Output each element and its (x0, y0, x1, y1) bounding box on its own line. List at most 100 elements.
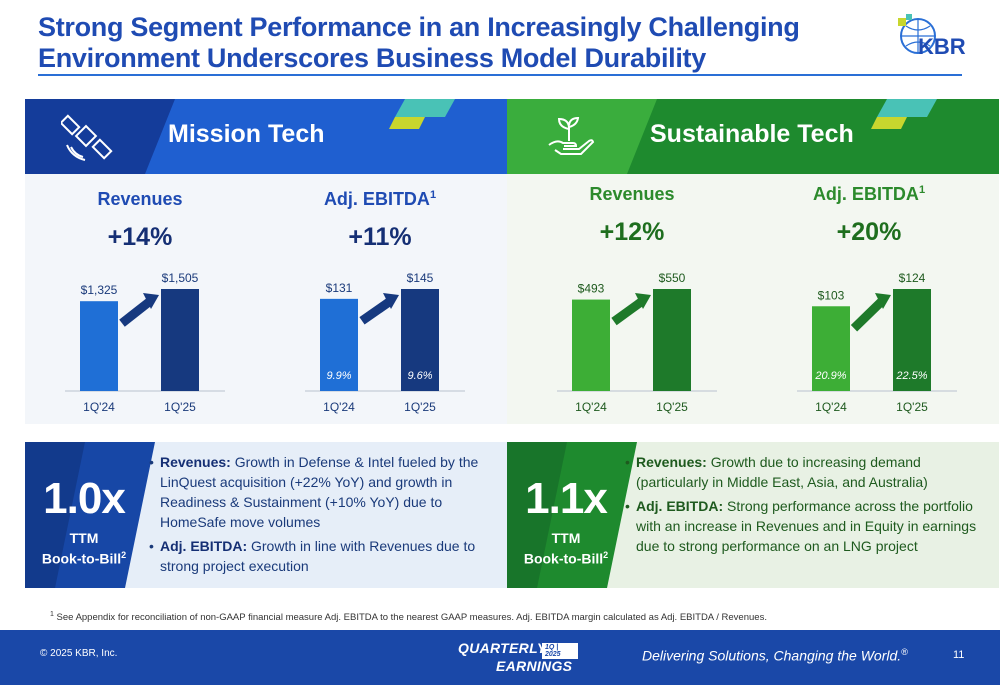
sustainable-ebitda-change: +20% (836, 218, 902, 246)
mission-revenues-label: Revenues (97, 189, 183, 209)
tagline: Delivering Solutions, Changing the World… (642, 647, 908, 664)
growth-arrow-icon (611, 293, 651, 326)
bar (80, 301, 118, 391)
tick-label: 1Q'25 (896, 400, 928, 414)
data-label: $1,325 (81, 283, 118, 297)
tick-label: 1Q'24 (815, 400, 847, 414)
title-line-1: Strong Segment Performance in an Increas… (38, 12, 800, 42)
mission-book-to-bill-value: 1.0x (43, 474, 126, 523)
sustainable-ebitda-chart: $103 1Q'24 20.9% $124 1Q'25 22.5% (797, 269, 967, 424)
ttm-label: TTM (69, 530, 99, 546)
mission-book-to-bill-caption: TTM Book-to-Bill2 (25, 530, 143, 568)
commentary-bullet: Revenues: Growth in Defense & Intel fuel… (149, 452, 509, 532)
mission-revenues-chart: $1,325 1Q'24 $1,505 1Q'25 (65, 269, 235, 424)
footnote-mark: 1 (50, 611, 54, 618)
mission-commentary: Revenues: Growth in Defense & Intel fuel… (149, 452, 509, 580)
tick-label: 1Q'24 (323, 400, 355, 414)
quarterly-earnings-logo: QUARTERLY 1Q | 2025 EARNINGS (458, 640, 578, 676)
copyright: © 2025 KBR, Inc. (40, 648, 118, 659)
bullet-text: Growth in Defense & Intel fueled by the … (160, 454, 479, 530)
tick-label: 1Q'25 (404, 400, 436, 414)
sustainable-ebitda-label: Adj. EBITDA (812, 184, 919, 204)
book-to-bill-label: Book-to-Bill (41, 550, 122, 567)
commentary-bullet: Adj. EBITDA: Growth in line with Revenue… (149, 536, 509, 576)
mission-ebitda-label: Adj. EBITDA (323, 189, 430, 209)
kbr-logo: KBR (896, 14, 968, 64)
growth-arrow-icon (850, 293, 891, 332)
footnote-text: See Appendix for reconciliation of non-G… (53, 612, 767, 624)
sustainable-book-to-bill-tile: 1.1x TTM Book-to-Bill2 (507, 442, 637, 588)
bar (812, 306, 850, 391)
title-divider (38, 74, 962, 76)
logo-text: KBR (918, 34, 966, 59)
tick-label: 1Q'25 (656, 400, 688, 414)
bar (653, 289, 691, 391)
growth-arrow-icon (119, 293, 159, 327)
mission-ebitda-chart: $131 1Q'24 9.9% $145 1Q'25 9.6% (305, 269, 475, 424)
book-to-bill-label: Book-to-Bill (523, 550, 604, 567)
bullet-text: Strong performance across the portfolio … (636, 498, 977, 554)
book-to-bill-label-wrap: Book-to-Bill2 (507, 547, 625, 568)
bullet-heading: Revenues: (636, 454, 707, 470)
data-label: $550 (659, 271, 686, 285)
bullet-text: Growth due to increasing demand (particu… (636, 454, 928, 490)
commentary-bullet: Adj. EBITDA: Strong performance across t… (625, 496, 985, 556)
sustainable-ebitda-label-wrap: Adj. EBITDA1 (769, 184, 969, 206)
bullet-heading: Adj. EBITDA: (636, 498, 724, 514)
sustainable-book-to-bill-caption: TTM Book-to-Bill2 (507, 530, 625, 568)
page-title: Strong Segment Performance in an Increas… (38, 12, 858, 74)
sustainable-commentary: Revenues: Growth due to increasing deman… (625, 452, 985, 560)
sustainable-revenues-change: +12% (599, 218, 665, 246)
mission-revenues-change: +14% (107, 223, 173, 251)
bullet-heading: Revenues: (160, 454, 231, 470)
qe-top-text: QUARTERLY (458, 640, 547, 656)
margin-label: 9.9% (326, 370, 351, 382)
sustainable-book-to-bill-value: 1.1x (525, 474, 608, 523)
margin-label: 9.6% (407, 370, 432, 382)
margin-label: 22.5% (895, 370, 927, 382)
mission-ebitda-metric: Adj. EBITDA1 +11% (280, 189, 480, 252)
sustainable-tech-panel: Sustainable Tech Revenues +12% Adj. EBIT… (507, 99, 999, 424)
data-label: $124 (899, 271, 926, 285)
data-label: $493 (578, 282, 605, 296)
data-label: $103 (818, 288, 845, 302)
sustainable-revenues-metric: Revenues +12% (532, 184, 732, 247)
qe-bottom-text: EARNINGS (496, 658, 573, 674)
footer-bar: © 2025 KBR, Inc. QUARTERLY 1Q | 2025 EAR… (0, 630, 1000, 685)
sustainable-revenues-label: Revenues (589, 184, 675, 204)
sustainable-tech-title: Sustainable Tech (650, 120, 854, 148)
sustainable-revenues-chart: $493 1Q'24 $550 1Q'25 (557, 269, 727, 424)
book-to-bill-label-wrap: Book-to-Bill2 (25, 547, 143, 568)
mission-book-to-bill-tile: 1.0x TTM Book-to-Bill2 (25, 442, 155, 588)
mission-tech-header: Mission Tech (25, 99, 517, 174)
bullet-heading: Adj. EBITDA: (160, 538, 248, 554)
bar (320, 298, 358, 391)
satellite-icon (61, 111, 113, 163)
data-label: $131 (326, 281, 353, 295)
sustainable-book-to-bill-box: 1.1x TTM Book-to-Bill2 Revenues: Growth … (507, 442, 999, 588)
tick-label: 1Q'24 (83, 400, 115, 414)
registered-mark: ® (901, 647, 908, 657)
bar (161, 289, 199, 391)
ttm-label: TTM (551, 530, 581, 546)
page-number: 11 (953, 649, 965, 661)
data-label: $1,505 (162, 271, 199, 285)
mission-tech-panel: Mission Tech Revenues +14% Adj. EBITDA1 … (25, 99, 517, 424)
tick-label: 1Q'25 (164, 400, 196, 414)
bar (893, 289, 931, 391)
footnote-marker: 2 (603, 550, 609, 560)
tagline-text: Delivering Solutions, Changing the World… (642, 647, 902, 664)
commentary-bullet: Revenues: Growth due to increasing deman… (625, 452, 985, 492)
mission-ebitda-change: +11% (348, 223, 412, 251)
footnote-marker: 1 (429, 189, 437, 201)
mission-tech-title: Mission Tech (168, 120, 325, 148)
footnote-marker: 1 (918, 184, 926, 196)
bar (572, 299, 610, 391)
footnote-marker: 2 (121, 550, 127, 560)
tick-label: 1Q'24 (575, 400, 607, 414)
mission-revenues-metric: Revenues +14% (40, 189, 240, 252)
growth-arrow-icon (359, 293, 399, 325)
qe-badge: 1Q | 2025 (542, 643, 578, 659)
mission-book-to-bill-box: 1.0x TTM Book-to-Bill2 Revenues: Growth … (25, 442, 517, 588)
bar (401, 289, 439, 391)
